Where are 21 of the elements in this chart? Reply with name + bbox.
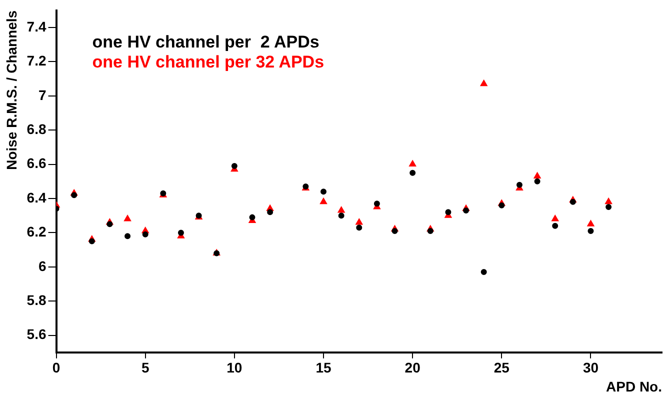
x-axis-title: APD No.: [606, 378, 662, 394]
x-tick-label: 20: [404, 360, 421, 376]
y-axis-title: Noise R.M.S. / Channels: [3, 10, 20, 170]
text: one HV channel per 2 APDs: [92, 32, 320, 52]
x-tick-label: 30: [582, 360, 599, 376]
y-tick-label: 5.8: [26, 292, 46, 308]
y-tick-label: 7.4: [26, 18, 46, 34]
y-tick-label: 7.2: [26, 52, 46, 69]
text: one HV channel per 32 APDs: [92, 52, 324, 72]
x-tick-label: 0: [52, 360, 60, 376]
y-tick-label: 6.8: [26, 120, 46, 137]
x-tick-label: 10: [226, 360, 242, 376]
y-tick-label: 7: [38, 86, 46, 103]
x-tick-label: 25: [494, 360, 510, 376]
x-tick-label: 5: [141, 360, 150, 376]
y-tick-label: 6.2: [26, 224, 46, 240]
y-tick-label: 6.4: [26, 189, 46, 206]
y-tick-label: 5.6: [26, 326, 46, 342]
y-tick-label: 6: [38, 258, 46, 274]
x-tick-label: 15: [316, 360, 332, 376]
y-tick-label: 6.6: [26, 155, 46, 172]
